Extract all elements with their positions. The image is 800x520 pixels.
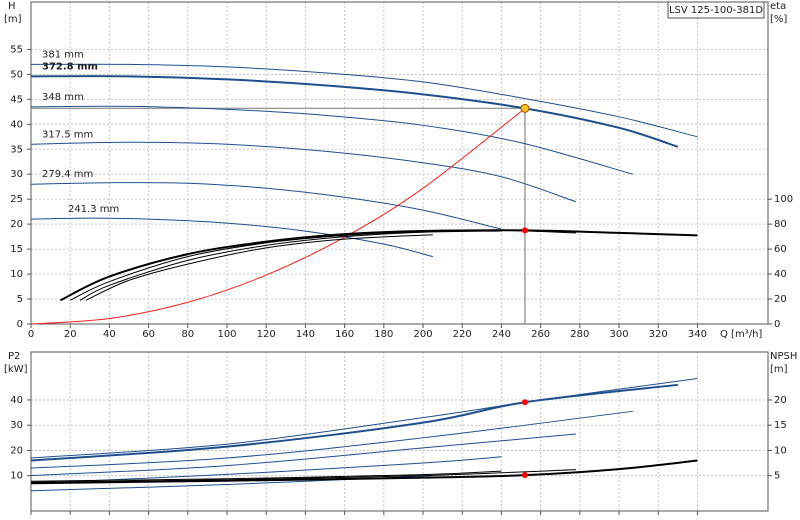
title-box bbox=[667, 1, 765, 19]
y-tick-label: 50 bbox=[10, 69, 23, 80]
curve bbox=[30, 75, 679, 148]
y2-tick-label: 80 bbox=[774, 219, 787, 230]
curve-label: 372.8 mm bbox=[42, 61, 98, 72]
curve bbox=[85, 234, 433, 301]
y2-axis-label: [m] bbox=[770, 364, 788, 375]
curve-label: 317.5 mm bbox=[42, 129, 93, 140]
y2-tick-label: 20 bbox=[774, 294, 787, 305]
x-tick-label: 340 bbox=[688, 329, 707, 340]
y2-tick-label: 5 bbox=[774, 471, 780, 482]
curve-label: 381 mm bbox=[42, 49, 84, 60]
curve bbox=[30, 459, 698, 485]
x-tick-label: 280 bbox=[570, 329, 589, 340]
x-tick-label: 180 bbox=[374, 329, 393, 340]
x-tick-label: 300 bbox=[609, 329, 628, 340]
curve bbox=[30, 410, 633, 469]
curve bbox=[59, 229, 698, 302]
operating-point bbox=[521, 472, 528, 479]
y2-tick-label: 100 bbox=[774, 194, 793, 205]
y-tick-label: 20 bbox=[10, 445, 23, 456]
curve-label: 348 mm bbox=[42, 92, 84, 103]
x-tick-label: 160 bbox=[335, 329, 354, 340]
x-tick-label: 260 bbox=[531, 329, 550, 340]
curve bbox=[30, 470, 502, 482]
y2-axis-label: NPSH bbox=[770, 351, 797, 362]
y2-tick-label: 10 bbox=[774, 445, 787, 456]
y-tick-label: 25 bbox=[10, 194, 23, 205]
curve bbox=[30, 469, 576, 483]
curve bbox=[30, 217, 433, 258]
x-tick-label: 20 bbox=[64, 329, 77, 340]
y-tick-label: 35 bbox=[10, 144, 23, 155]
y2-axis-label: eta bbox=[770, 1, 786, 12]
y-tick-label: 5 bbox=[17, 294, 23, 305]
operating-point bbox=[521, 227, 528, 234]
x-tick-label: 40 bbox=[103, 329, 116, 340]
y2-tick-label: 15 bbox=[774, 420, 787, 431]
y-axis-label: [kW] bbox=[4, 364, 28, 375]
operating-point bbox=[520, 103, 530, 113]
y2-tick-label: 20 bbox=[774, 395, 787, 406]
x-tick-label: 60 bbox=[142, 329, 155, 340]
y-tick-label: 30 bbox=[10, 169, 23, 180]
plot-frame bbox=[30, 351, 769, 512]
x-tick-label: 0 bbox=[28, 329, 34, 340]
operating-point bbox=[521, 399, 528, 406]
curve bbox=[30, 433, 576, 477]
x-tick-label: 220 bbox=[453, 329, 472, 340]
x-tick-label: 320 bbox=[649, 329, 668, 340]
curve bbox=[30, 141, 577, 203]
curve bbox=[30, 105, 633, 175]
x-axis-label: Q [m³/h] bbox=[720, 329, 762, 340]
plot-frame bbox=[30, 1, 769, 325]
y2-tick-label: 0 bbox=[774, 319, 780, 330]
x-tick-label: 240 bbox=[492, 329, 511, 340]
y-tick-label: 45 bbox=[10, 94, 23, 105]
y2-tick-label: 40 bbox=[774, 269, 787, 280]
curve bbox=[79, 230, 502, 301]
y-tick-label: 10 bbox=[10, 471, 23, 482]
y-axis-label: H bbox=[8, 1, 16, 12]
curve-label: 241.3 mm bbox=[68, 204, 119, 215]
y-tick-label: 55 bbox=[10, 44, 23, 55]
curve bbox=[30, 63, 698, 138]
curve-label: 279.4 mm bbox=[42, 169, 93, 180]
curve bbox=[30, 107, 526, 325]
chart-title: LSV 125-100-381D bbox=[669, 5, 763, 16]
x-tick-label: 100 bbox=[217, 329, 236, 340]
x-tick-label: 140 bbox=[296, 329, 315, 340]
y-tick-label: 30 bbox=[10, 420, 23, 431]
y-axis-label: P2 bbox=[8, 351, 20, 362]
y-tick-label: 40 bbox=[10, 395, 23, 406]
y-tick-label: 40 bbox=[10, 119, 23, 130]
x-tick-label: 200 bbox=[413, 329, 432, 340]
y-tick-label: 20 bbox=[10, 219, 23, 230]
curve bbox=[30, 378, 698, 459]
y-axis-label: [m] bbox=[4, 14, 22, 25]
x-tick-label: 120 bbox=[257, 329, 276, 340]
curve bbox=[69, 229, 576, 301]
y2-tick-label: 60 bbox=[774, 244, 787, 255]
y-tick-label: 15 bbox=[10, 244, 23, 255]
y-tick-label: 0 bbox=[17, 319, 23, 330]
y-tick-label: 10 bbox=[10, 269, 23, 280]
curve bbox=[30, 182, 502, 230]
y2-axis-label: [%] bbox=[770, 14, 787, 25]
curve bbox=[30, 383, 678, 462]
x-tick-label: 80 bbox=[181, 329, 194, 340]
